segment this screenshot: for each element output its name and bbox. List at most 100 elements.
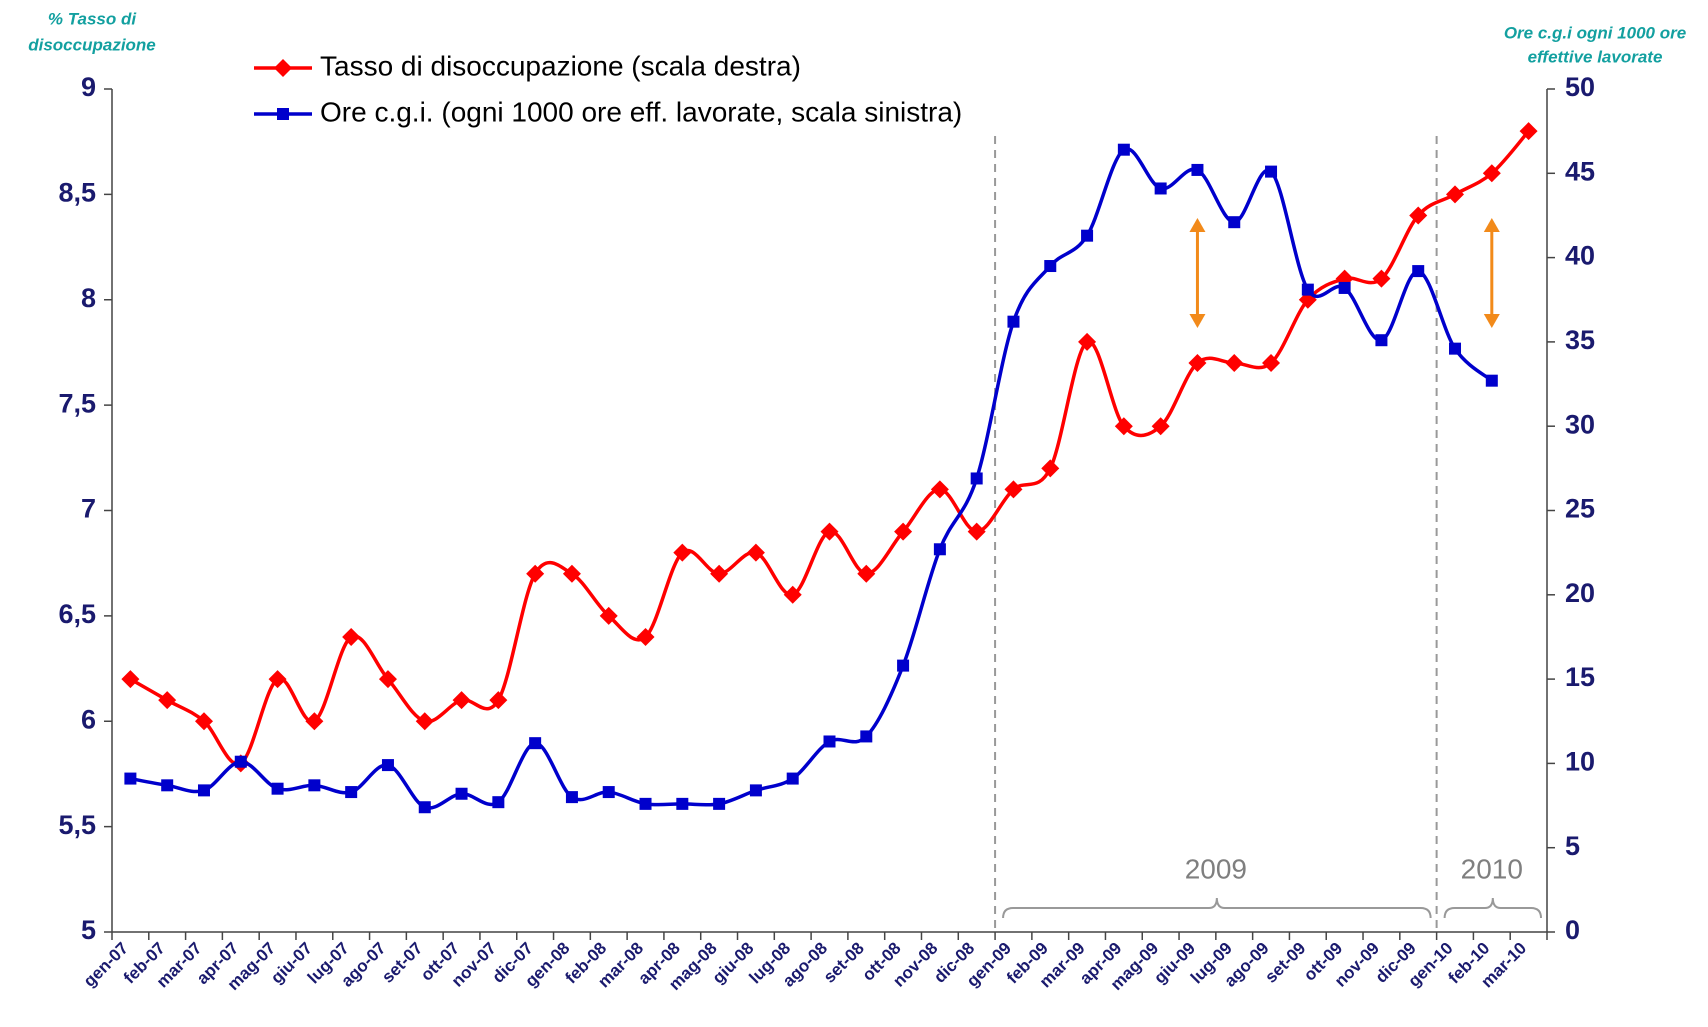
- marker: [639, 797, 652, 810]
- y2-tick-label: 10: [1565, 747, 1595, 777]
- marker: [820, 522, 839, 541]
- y2-tick-label: 25: [1565, 494, 1595, 524]
- y-tick-label: 9: [81, 72, 96, 102]
- marker: [1409, 206, 1428, 225]
- legend-label: Tasso di disoccupazione (scala destra): [320, 50, 801, 81]
- marker: [1338, 281, 1351, 294]
- marker: [857, 564, 876, 583]
- y2-tick-label: 40: [1565, 241, 1595, 271]
- marker: [378, 670, 397, 689]
- marker: [342, 627, 361, 646]
- marker: [1412, 265, 1425, 278]
- marker: [1485, 374, 1498, 387]
- marker: [305, 712, 324, 731]
- marker: [1044, 260, 1057, 273]
- marker: [1482, 164, 1501, 183]
- marker: [713, 797, 726, 810]
- marker: [565, 791, 578, 804]
- marker: [1188, 353, 1207, 372]
- marker: [1117, 143, 1130, 156]
- y-tick-label: 7: [81, 494, 96, 524]
- marker: [860, 730, 873, 743]
- y2-tick-label: 30: [1565, 409, 1595, 439]
- marker: [746, 543, 765, 562]
- y2-axis-title-line: effettive lavorate: [1528, 47, 1663, 66]
- x-tick-label: set-09: [1261, 939, 1309, 987]
- arrow-head: [1189, 314, 1206, 328]
- year-brace: [1443, 897, 1542, 919]
- marker: [1151, 417, 1170, 436]
- marker: [1004, 480, 1023, 499]
- marker: [271, 782, 284, 795]
- y-tick-label: 6: [81, 704, 96, 734]
- marker: [636, 627, 655, 646]
- marker: [1262, 353, 1281, 372]
- marker: [492, 796, 505, 809]
- y2-tick-label: 0: [1565, 915, 1580, 945]
- y-tick-label: 7,5: [58, 388, 96, 418]
- x-tick-label: set-08: [820, 939, 868, 987]
- marker: [277, 108, 289, 120]
- marker: [749, 784, 762, 797]
- annotation: 2010: [1461, 853, 1523, 884]
- marker: [562, 564, 581, 583]
- marker: [933, 543, 946, 556]
- y-tick-label: 6,5: [58, 599, 96, 629]
- arrow-head: [1483, 314, 1500, 328]
- marker: [602, 786, 615, 799]
- marker: [1228, 216, 1241, 229]
- marker: [1154, 182, 1167, 195]
- marker: [489, 691, 508, 710]
- marker: [526, 564, 545, 583]
- marker: [599, 606, 618, 625]
- y2-tick-label: 5: [1565, 831, 1580, 861]
- marker: [1449, 342, 1462, 355]
- marker: [345, 786, 358, 799]
- marker: [1078, 332, 1097, 351]
- marker: [1301, 283, 1314, 296]
- series-line: [129, 129, 1530, 766]
- marker: [158, 691, 177, 710]
- y-tick-label: 8: [81, 283, 96, 313]
- marker: [1446, 185, 1465, 204]
- y-axis-title-line: disoccupazione: [28, 35, 156, 54]
- marker: [1041, 459, 1060, 478]
- marker: [970, 472, 983, 485]
- marker: [452, 691, 471, 710]
- arrow-head: [1483, 218, 1500, 232]
- y-tick-label: 8,5: [58, 178, 96, 208]
- y-tick-label: 5: [81, 915, 96, 945]
- y2-tick-label: 20: [1565, 578, 1595, 608]
- marker: [1007, 315, 1020, 328]
- y2-axis-title-line: Ore c.g.i ogni 1000 ore: [1504, 23, 1686, 42]
- marker: [823, 735, 836, 748]
- y2-tick-label: 15: [1565, 662, 1595, 692]
- y-tick-label: 5,5: [58, 810, 96, 840]
- marker: [894, 522, 913, 541]
- marker: [124, 772, 137, 785]
- marker: [194, 712, 213, 731]
- marker: [455, 787, 468, 800]
- marker: [673, 543, 692, 562]
- marker: [1265, 165, 1278, 178]
- marker: [1081, 229, 1094, 242]
- marker: [783, 585, 802, 604]
- legend-label: Ore c.g.i. (ogni 1000 ore eff. lavorate,…: [320, 96, 962, 127]
- y-axis-title-line: % Tasso di: [48, 9, 137, 28]
- marker: [930, 480, 949, 499]
- y2-tick-label: 50: [1565, 72, 1595, 102]
- x-tick-label: set-07: [378, 939, 426, 987]
- series-line: [130, 147, 1493, 810]
- marker: [1225, 353, 1244, 372]
- marker: [268, 670, 287, 689]
- marker: [786, 772, 799, 785]
- marker: [308, 779, 321, 792]
- marker: [381, 759, 394, 772]
- marker: [1191, 163, 1204, 176]
- y2-tick-label: 45: [1565, 156, 1595, 186]
- marker: [415, 712, 434, 731]
- marker: [161, 779, 174, 792]
- marker: [1372, 269, 1391, 288]
- marker: [418, 801, 431, 814]
- marker: [197, 784, 210, 797]
